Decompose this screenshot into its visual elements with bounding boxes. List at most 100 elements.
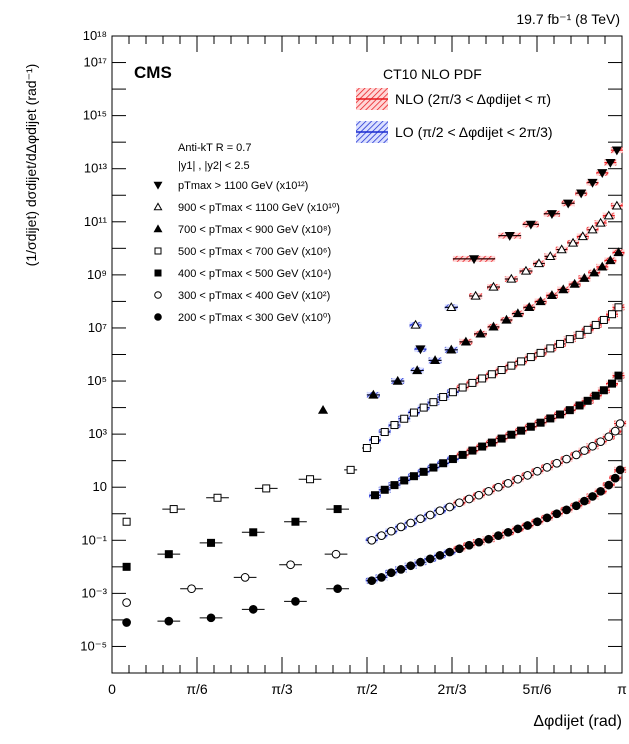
data-point	[240, 573, 250, 582]
data-point	[464, 494, 474, 504]
data-point	[532, 466, 542, 476]
data-point	[583, 325, 592, 334]
data-point	[599, 386, 608, 395]
data-point	[588, 492, 597, 501]
data-point	[575, 401, 584, 410]
data-point	[610, 426, 620, 436]
data-point	[556, 410, 565, 419]
data-point	[599, 315, 608, 324]
data-point	[507, 430, 516, 439]
data-point	[409, 472, 418, 481]
data-point	[458, 450, 467, 459]
data-point	[478, 374, 487, 383]
data-point	[458, 383, 467, 392]
data-point	[187, 584, 196, 594]
y-tick-label: 10⁷	[88, 320, 107, 335]
data-point	[556, 244, 567, 254]
data-point	[213, 493, 222, 502]
data-point	[536, 418, 545, 427]
data-point	[446, 344, 457, 354]
data-point	[575, 330, 584, 339]
data-point	[614, 303, 623, 312]
x-tick-label: π/6	[186, 681, 208, 697]
data-point	[546, 210, 557, 220]
x-tick-label: 5π/6	[522, 681, 551, 697]
data-point	[291, 597, 300, 606]
y-tick-label: 10¹³	[84, 161, 108, 176]
data-point	[614, 371, 623, 380]
data-point	[429, 398, 438, 407]
data-point	[588, 441, 597, 451]
data-point	[494, 531, 503, 540]
data-point	[565, 406, 574, 415]
data-point	[506, 273, 517, 283]
data-point	[583, 396, 592, 405]
data-point	[487, 438, 496, 447]
data-point	[333, 505, 342, 514]
data-point	[435, 506, 445, 516]
data-point	[333, 584, 343, 594]
data-point	[122, 517, 131, 526]
data-point	[122, 562, 131, 571]
data-point	[504, 232, 515, 241]
data-point	[512, 308, 523, 318]
legend-marker	[154, 269, 162, 277]
data-point	[122, 598, 131, 607]
data-point	[448, 455, 457, 464]
pdf-label: CT10 NLO PDF	[383, 66, 482, 82]
lumi-label: 19.7 fb⁻¹ (8 TeV)	[516, 11, 620, 27]
data-point	[448, 388, 457, 397]
y-tick-label: 10¹¹	[84, 214, 108, 229]
data-point	[396, 522, 406, 532]
data-point	[415, 345, 426, 355]
data-points	[122, 146, 625, 627]
data-point	[435, 551, 445, 560]
data-point	[455, 544, 464, 554]
data-point	[409, 408, 418, 417]
data-point	[562, 505, 571, 515]
data-point	[589, 267, 600, 277]
data-point	[596, 486, 605, 496]
data-point	[501, 314, 512, 324]
data-point	[562, 454, 571, 464]
data-point	[497, 434, 506, 443]
data-point	[523, 521, 532, 530]
data-point	[380, 428, 389, 437]
x-tick-label: π/2	[356, 681, 378, 697]
rapidity-label: |y1| , |y2| < 2.5	[178, 160, 250, 172]
data-point	[377, 531, 386, 540]
data-point	[445, 547, 455, 557]
x-tick-label: π/3	[271, 681, 293, 697]
data-point	[571, 450, 581, 460]
x-axis: 0 π/6 π/3 π/2 2π/3 5π/6 π	[108, 36, 627, 697]
y-tick-label: 10⁻³	[81, 585, 107, 600]
data-point	[386, 568, 396, 578]
data-point	[611, 146, 622, 156]
data-point	[532, 517, 542, 527]
data-point	[533, 258, 545, 268]
legend-series-label: pTmax > 1100 GeV (x10¹²)	[178, 180, 308, 192]
y-tick-label: 10³	[88, 426, 107, 441]
data-point	[468, 255, 480, 265]
data-point	[392, 375, 403, 385]
data-point	[546, 344, 555, 353]
x-tick-label: 0	[108, 681, 116, 697]
data-point	[605, 255, 616, 265]
data-point	[249, 528, 258, 537]
legend-series-label: 900 < pTmax < 1100 GeV (x10¹⁰)	[178, 202, 340, 214]
data-point	[474, 537, 484, 547]
data-point	[474, 490, 484, 500]
data-point	[579, 272, 590, 282]
data-point	[400, 414, 409, 423]
data-point	[526, 422, 535, 431]
data-point	[565, 335, 574, 344]
data-point	[520, 265, 532, 275]
data-point	[412, 365, 423, 375]
data-point	[546, 290, 557, 299]
data-point	[317, 404, 329, 414]
data-point	[164, 550, 173, 559]
data-point	[545, 251, 556, 260]
data-point	[610, 473, 620, 483]
data-point	[169, 505, 178, 514]
data-point	[416, 514, 425, 524]
